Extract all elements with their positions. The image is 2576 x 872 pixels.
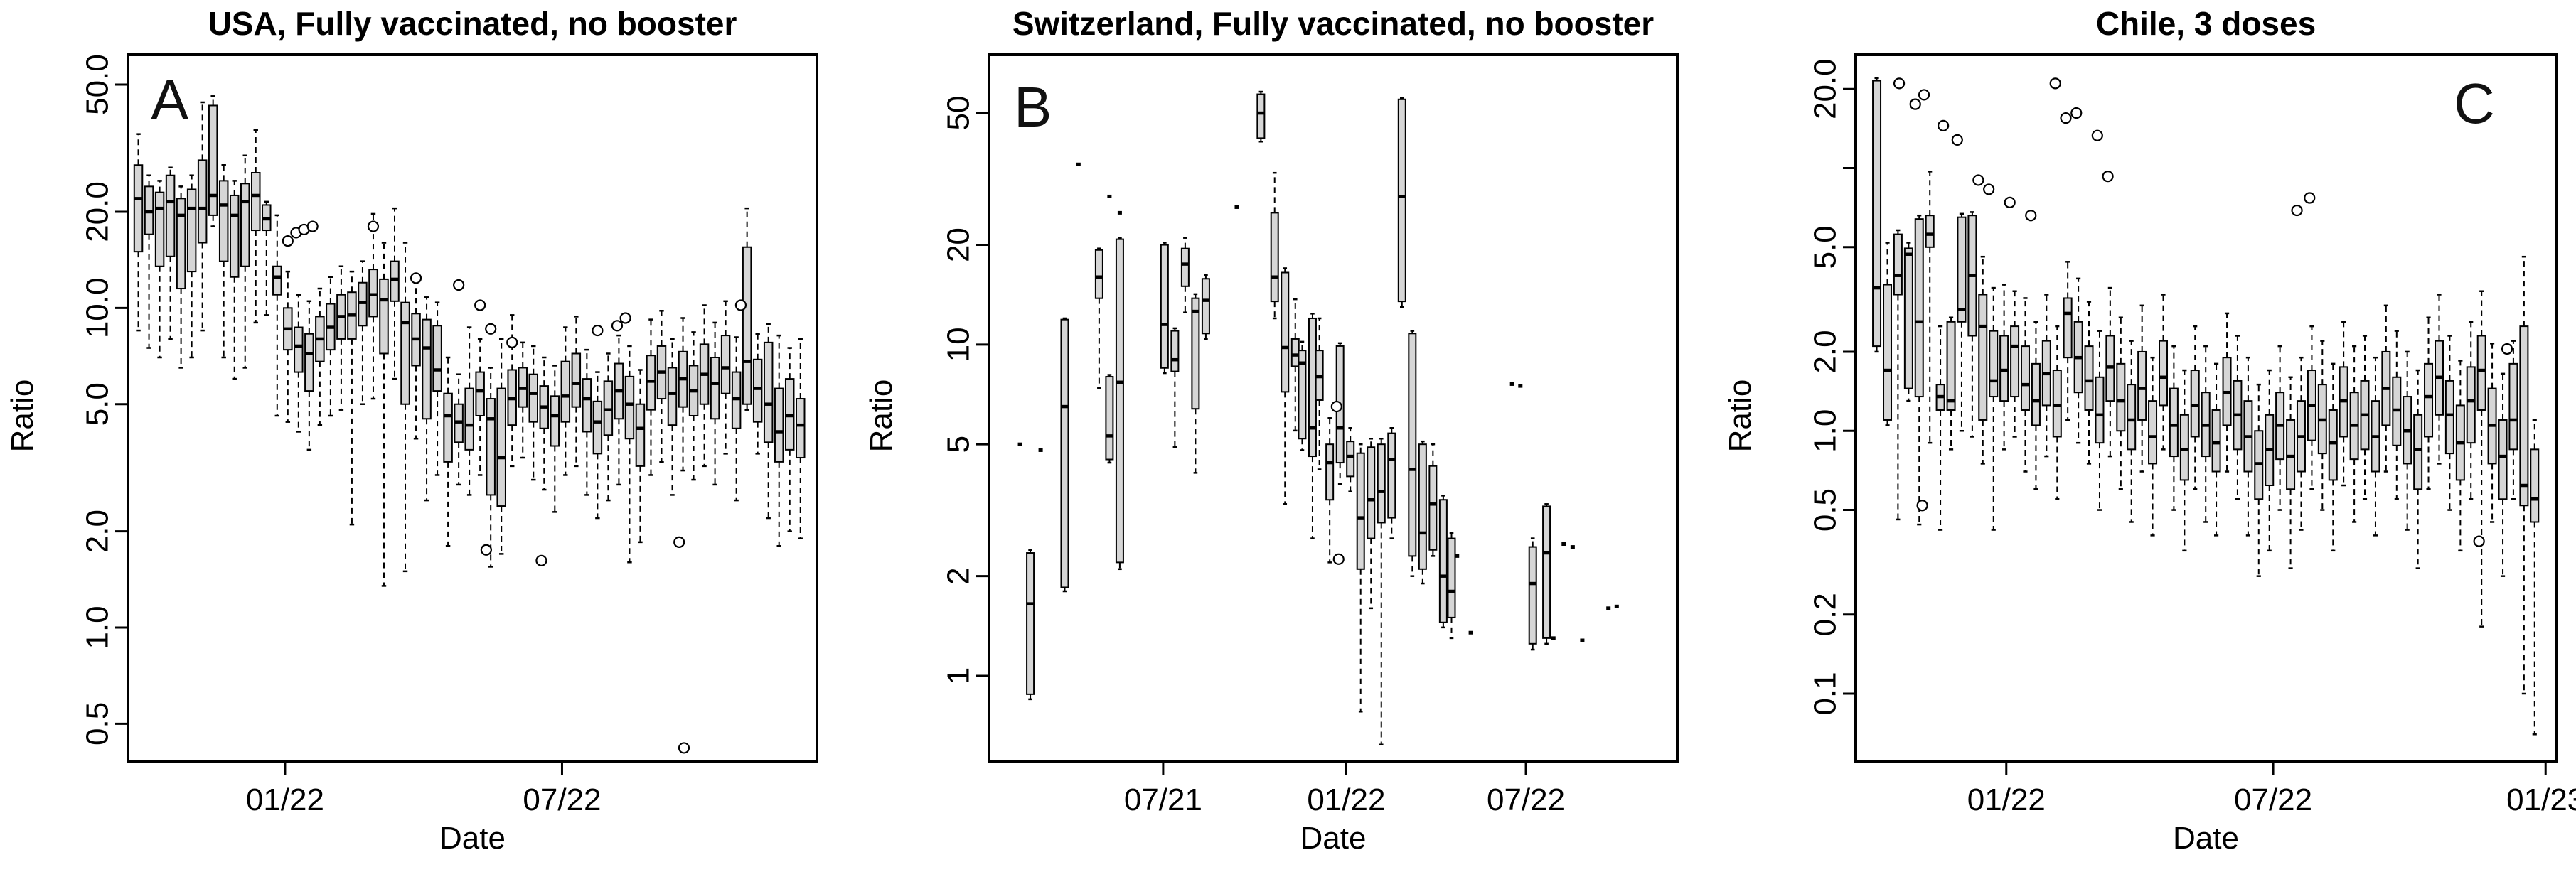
svg-text:10: 10 bbox=[941, 327, 976, 362]
svg-text:01/22: 01/22 bbox=[1967, 782, 2046, 817]
boxplot-canvas-chile: 20.0 5.0 2.0 1.0 0.5 0.2 0.1 01/22 07/22 01/23 bbox=[1808, 53, 2576, 817]
svg-text:01/22: 01/22 bbox=[246, 782, 324, 817]
panel-title: Switzerland, Fully vaccinated, no booste… bbox=[1012, 5, 1655, 42]
svg-text:07/22: 07/22 bbox=[1487, 782, 1565, 817]
svg-text:2.0: 2.0 bbox=[80, 510, 115, 553]
svg-text:10.0: 10.0 bbox=[80, 278, 115, 339]
svg-text:20: 20 bbox=[941, 227, 976, 262]
svg-text:1: 1 bbox=[941, 667, 976, 684]
boxplot-canvas-usa: 50.0 20.0 10.0 5.0 2.0 1.0 0.5 01/22 07/22 bbox=[80, 53, 818, 817]
svg-text:0.1: 0.1 bbox=[1808, 672, 1843, 715]
panel-title: USA, Fully vaccinated, no booster bbox=[208, 5, 737, 42]
svg-text:07/21: 07/21 bbox=[1124, 782, 1202, 817]
panel-letter: C bbox=[2454, 72, 2495, 135]
panel-letter: B bbox=[1014, 75, 1052, 139]
x-axis-label: Date bbox=[2173, 821, 2239, 856]
svg-text:1.0: 1.0 bbox=[80, 605, 115, 649]
svg-text:01/22: 01/22 bbox=[1307, 782, 1385, 817]
svg-text:5.0: 5.0 bbox=[80, 382, 115, 426]
svg-text:07/22: 07/22 bbox=[2234, 782, 2312, 817]
svg-text:20.0: 20.0 bbox=[1808, 58, 1843, 119]
svg-text:0.2: 0.2 bbox=[1808, 593, 1843, 636]
svg-text:0.5: 0.5 bbox=[1808, 488, 1843, 532]
svg-text:2: 2 bbox=[941, 567, 976, 584]
panel-chile: Chile, 3 doses 20.0 5.0 2.0 1.0 0.5 0.2 0.1 01/… bbox=[1718, 0, 2576, 872]
svg-text:07/22: 07/22 bbox=[523, 782, 601, 817]
boxplot-canvas-switzerland: 50 20 10 5 2 1 07/21 01/22 07/22 bbox=[941, 53, 1679, 817]
y-axis-label: Ratio bbox=[5, 379, 40, 453]
panel-title: Chile, 3 doses bbox=[2095, 5, 2316, 42]
svg-text:5: 5 bbox=[941, 436, 976, 453]
svg-text:2.0: 2.0 bbox=[1808, 330, 1843, 373]
panel-letter: A bbox=[151, 68, 189, 131]
panel-usa: USA, Fully vaccinated, no booster 50.0 20… bbox=[0, 0, 858, 872]
svg-text:1.0: 1.0 bbox=[1808, 409, 1843, 453]
svg-text:5.0: 5.0 bbox=[1808, 225, 1843, 269]
svg-text:01/23: 01/23 bbox=[2506, 782, 2576, 817]
y-axis-label: Ratio bbox=[864, 379, 899, 453]
y-axis-label: Ratio bbox=[1723, 379, 1758, 453]
x-axis-label: Date bbox=[1300, 821, 1367, 856]
svg-text:20.0: 20.0 bbox=[80, 181, 115, 242]
svg-text:0.5: 0.5 bbox=[80, 702, 115, 745]
panel-switzerland: Switzerland, Fully vaccinated, no booste… bbox=[859, 0, 1717, 872]
svg-text:50: 50 bbox=[941, 96, 976, 131]
svg-text:50.0: 50.0 bbox=[80, 54, 115, 115]
x-axis-label: Date bbox=[439, 821, 506, 856]
